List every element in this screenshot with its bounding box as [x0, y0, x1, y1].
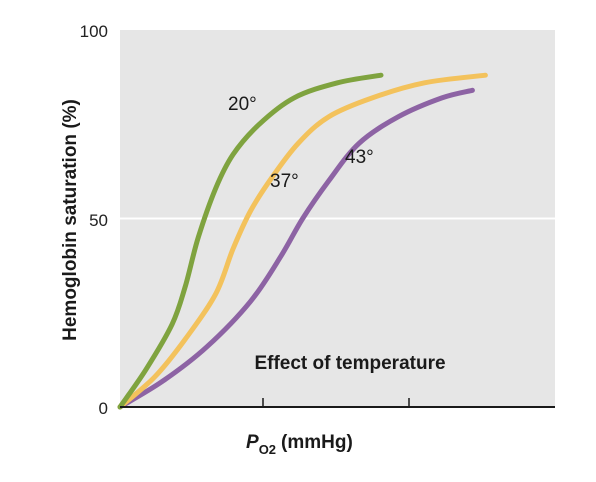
y-tick-label-0: 0: [99, 399, 108, 418]
x-axis-title-p: P: [246, 432, 259, 453]
series-label-20: 20°: [228, 94, 257, 115]
x-axis-title: PO2 (mmHg): [246, 432, 353, 457]
y-axis-title: Hemoglobin saturation (%): [60, 99, 81, 341]
series-line-43: [117, 87, 475, 410]
x-axis-title-sub: O2: [259, 442, 276, 457]
series-line-20: [117, 72, 384, 410]
x-axis-title-unit: (mmHg): [281, 432, 353, 453]
series-label-43: 43°: [345, 147, 374, 168]
y-tick-label-50: 50: [89, 211, 108, 230]
series-line-37: [117, 72, 488, 410]
series-label-37: 37°: [270, 171, 299, 192]
y-tick-label-100: 100: [80, 22, 108, 41]
series-layer: [117, 72, 488, 410]
annotation-effect-of-temperature: Effect of temperature: [254, 353, 445, 374]
